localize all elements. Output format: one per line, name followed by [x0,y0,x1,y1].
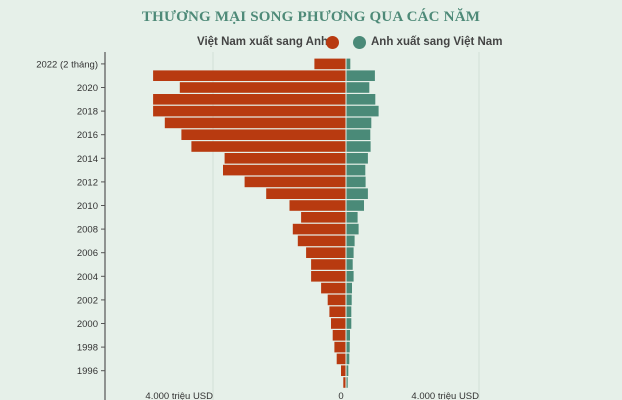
bar-uk-to-vn-2010 [346,200,364,211]
y-tick-label: 2008 [77,225,98,236]
bar-vn-to-uk-2013 [223,164,346,176]
chart-title: THƯƠNG MẠI SONG PHƯƠNG QUA CÁC NĂM [141,9,481,25]
bar-vn-to-uk-1996 [341,365,346,376]
legend-label-vn-to-uk: Việt Nam xuất sang Anh [197,36,329,48]
bar-uk-to-vn-1995 [346,377,348,388]
bar-uk-to-vn-2001 [346,306,352,317]
y-tick-label: 2014 [77,154,98,165]
legend-label-uk-to-vn: Anh xuất sang Việt Nam [371,36,503,48]
bar-vn-to-uk-2003 [321,282,346,294]
bar-uk-to-vn-1999 [346,330,350,341]
bar-vn-to-uk-2015 [191,141,346,152]
bar-uk-to-vn-2016 [346,129,371,140]
y-tick-label: 2012 [77,177,98,188]
bar-uk-to-vn-1997 [346,353,350,365]
bar-uk-to-vn-2018 [346,105,379,117]
bar-vn-to-uk-2005 [311,259,346,270]
bar-vn-to-uk-2017 [164,117,346,129]
y-tick-label: 2002 [77,295,98,306]
x-tick-label: 4.000 triệu USD [411,391,479,400]
bar-uk-to-vn-2008 [346,223,359,235]
x-tick-label: 4.000 triệu USD [145,391,213,400]
bar-uk-to-vn-1998 [346,341,350,353]
bar-uk-to-vn-2012 [346,176,366,188]
bar-uk-to-vn-2007 [346,235,355,247]
bar-vn-to-uk-1997 [336,353,346,365]
bar-vn-to-uk-2018 [153,105,346,117]
bar-uk-to-vn-2000 [346,318,352,329]
bar-vn-to-uk-1995 [343,377,346,388]
bar-uk-to-vn-2009 [346,212,358,223]
bar-vn-to-uk-2010 [289,200,346,211]
y-tick-label: 2020 [77,83,98,94]
bar-uk-to-vn-2003 [346,282,352,294]
bar-vn-to-uk-2001 [329,306,346,317]
y-tick-label: 2022 (2 tháng) [36,59,98,70]
bar-uk-to-vn-2017 [346,117,372,129]
bar-vn-to-uk-2019 [153,94,346,105]
bar-vn-to-uk-2008 [292,223,346,235]
bar-vn-to-uk-1999 [332,330,346,341]
bar-uk-to-vn-2014 [346,153,368,164]
bar-uk-to-vn-2004 [346,271,354,282]
bar-uk-to-vn-2019 [346,94,376,105]
bar-vn-to-uk-2022 [314,58,346,70]
legend-dot-vn-to-uk [326,36,339,49]
bar-vn-to-uk-2016 [181,129,346,140]
legend-dot-uk-to-vn [353,36,366,49]
y-tick-label: 2006 [77,248,98,259]
bar-uk-to-vn-2021 [346,70,375,81]
bar-vn-to-uk-2011 [266,188,346,199]
bar-uk-to-vn-2013 [346,164,366,176]
y-tick-label: 2016 [77,130,98,141]
y-tick-label: 2018 [77,107,98,118]
bar-uk-to-vn-2002 [346,294,352,306]
bar-vn-to-uk-2021 [153,70,346,81]
bar-vn-to-uk-2020 [179,82,347,93]
bar-uk-to-vn-2005 [346,259,353,270]
bar-vn-to-uk-2004 [311,271,346,282]
y-tick-label: 2004 [77,272,98,283]
bar-uk-to-vn-1996 [346,365,349,376]
bar-vn-to-uk-2014 [224,153,346,164]
y-tick-label: 2010 [77,201,98,212]
y-tick-label: 1998 [77,343,98,354]
bar-vn-to-uk-2007 [297,235,346,247]
bar-vn-to-uk-2012 [244,176,346,188]
bar-uk-to-vn-2022 [346,58,351,70]
bar-uk-to-vn-2015 [346,141,371,152]
bar-vn-to-uk-1998 [334,341,346,353]
y-tick-label: 2000 [77,319,98,330]
bar-uk-to-vn-2020 [346,82,370,93]
y-tick-label: 1996 [77,366,98,377]
bar-uk-to-vn-2006 [346,247,354,258]
bar-vn-to-uk-2002 [327,294,346,306]
x-tick-label: 0 [338,391,343,400]
bar-vn-to-uk-2000 [331,318,346,329]
bar-vn-to-uk-2006 [306,247,346,258]
bar-uk-to-vn-2011 [346,188,368,199]
bar-vn-to-uk-2009 [301,212,346,223]
